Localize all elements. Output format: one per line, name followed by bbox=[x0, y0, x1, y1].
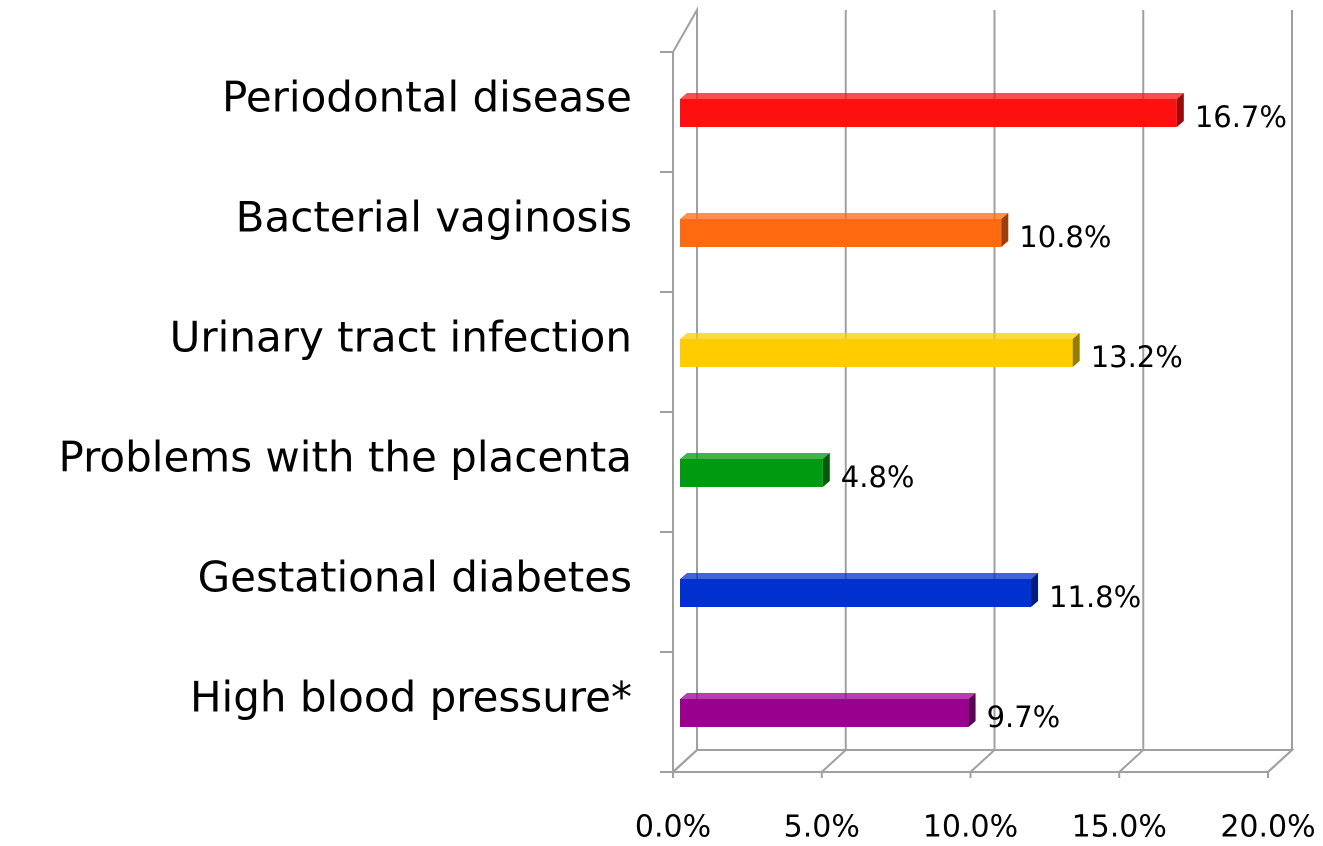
category-label: High blood pressure* bbox=[190, 673, 632, 722]
floor-grid-line bbox=[1267, 749, 1293, 773]
value-label: 10.8% bbox=[1019, 220, 1111, 254]
bar-side bbox=[1176, 93, 1184, 127]
bar bbox=[680, 573, 1039, 607]
x-tick-label: 20.0% bbox=[1220, 810, 1315, 843]
category-label: Gestational diabetes bbox=[198, 553, 632, 602]
bar bbox=[680, 693, 976, 727]
value-label: 9.7% bbox=[987, 700, 1061, 734]
bar bbox=[680, 93, 1184, 127]
bar-side bbox=[1001, 213, 1009, 247]
category-label: Bacterial vaginosis bbox=[236, 193, 632, 242]
bar bbox=[680, 453, 830, 487]
bar-top bbox=[680, 573, 1039, 579]
bar bbox=[680, 333, 1080, 367]
bar-front bbox=[680, 699, 969, 727]
bar-side bbox=[1072, 333, 1080, 367]
floor-grid-line bbox=[821, 749, 847, 773]
floor-grid-line bbox=[1118, 749, 1144, 773]
category-label: Periodontal disease bbox=[222, 73, 632, 122]
bar-top bbox=[680, 333, 1080, 339]
category-label: Urinary tract infection bbox=[170, 313, 632, 362]
floor-grid-line bbox=[969, 749, 996, 773]
bar-top bbox=[680, 213, 1009, 219]
value-label: 4.8% bbox=[841, 460, 915, 494]
bar-top bbox=[680, 93, 1184, 99]
category-label: Problems with the placenta bbox=[58, 433, 632, 482]
x-tick-label: 5.0% bbox=[784, 810, 860, 843]
bar-front bbox=[680, 339, 1073, 367]
bar-side bbox=[1031, 573, 1039, 607]
bar-front bbox=[680, 459, 823, 487]
bar-front bbox=[680, 99, 1177, 127]
value-label: 16.7% bbox=[1195, 100, 1287, 134]
bar-side bbox=[968, 693, 976, 727]
floor-grid-line bbox=[672, 749, 698, 773]
x-tick-label: 15.0% bbox=[1072, 810, 1167, 843]
x-tick-label: 10.0% bbox=[923, 810, 1018, 843]
bar-front bbox=[680, 579, 1032, 607]
bar-top bbox=[680, 453, 830, 459]
bar-top bbox=[680, 693, 976, 699]
bar-front bbox=[680, 219, 1002, 247]
x-tick-label: 0.0% bbox=[635, 810, 711, 843]
value-label: 11.8% bbox=[1049, 580, 1141, 614]
bar-side bbox=[822, 453, 830, 487]
value-label: 13.2% bbox=[1091, 340, 1183, 374]
bar bbox=[680, 213, 1009, 247]
